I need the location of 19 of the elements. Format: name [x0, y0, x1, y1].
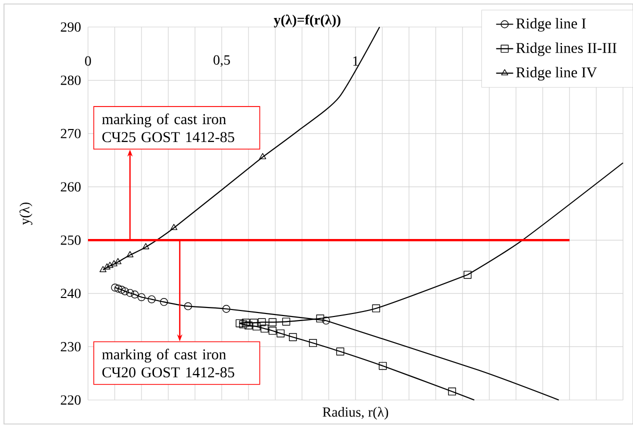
- y-tick-label: 250: [60, 235, 81, 245]
- legend-label: Ridge line I: [516, 18, 586, 32]
- y-tick-label: 270: [60, 128, 81, 138]
- y-tick-label: 220: [60, 395, 81, 405]
- y-tick-label: 280: [60, 76, 81, 85]
- chart-title: y(λ)=f(r(λ)): [274, 14, 340, 28]
- annotation: marking of cast iron СЧ25 GOST 1412-85: [102, 114, 234, 142]
- x-tick-label: 1: [353, 56, 358, 66]
- y-axis-title: y(λ): [19, 202, 32, 225]
- x-tick-label: 0,5: [214, 55, 230, 67]
- y-tick-label: 290: [60, 22, 81, 32]
- y-tick-label: 240: [60, 288, 81, 298]
- x-tick-label: 0: [85, 56, 91, 66]
- x-axis-title: Radius, r(λ): [322, 406, 388, 420]
- annotation: marking of cast iron СЧ20 GOST 1412-85: [102, 348, 234, 378]
- y-tick-label: 230: [60, 342, 81, 352]
- y-tick-label: 260: [60, 182, 81, 192]
- legend-label: Ridge line IV: [516, 66, 597, 81]
- legend-label: Ridge lines II-III: [516, 42, 616, 56]
